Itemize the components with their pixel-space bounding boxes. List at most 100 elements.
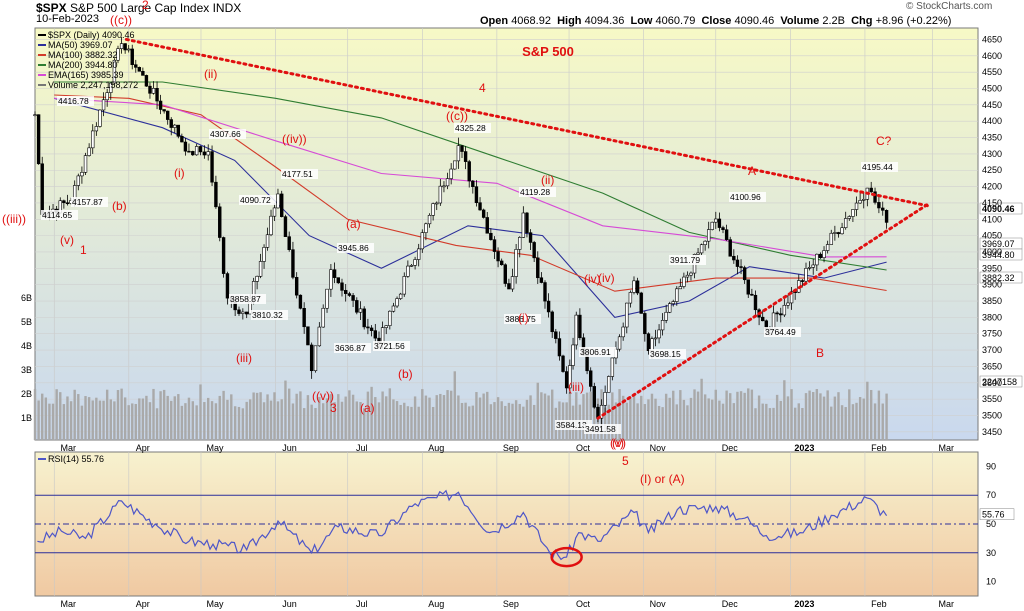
candle-body (621, 326, 625, 338)
volume-bar (540, 392, 543, 440)
rsi-y-tick-label: 30 (986, 548, 996, 558)
x-tick-label: Aug (428, 443, 444, 453)
candle-body (373, 330, 378, 339)
candle-body (811, 264, 815, 268)
data-label: 3945.86 (338, 243, 369, 253)
data-label-bg (337, 243, 374, 253)
volume-bar (41, 393, 44, 440)
candle-body (564, 371, 569, 389)
volume-bar (366, 391, 370, 440)
volume-bar (55, 389, 58, 440)
volume-bar (522, 406, 525, 440)
volume-bar (869, 389, 873, 440)
candle-body (395, 298, 399, 307)
volume-bar (457, 395, 460, 440)
candle-body (696, 252, 700, 255)
candle-body (485, 217, 489, 234)
candle-body (699, 244, 704, 254)
candle-body (643, 313, 647, 335)
rsi-x-tick-label: Dec (722, 599, 739, 609)
candle-body (294, 277, 299, 296)
volume-bar (621, 395, 625, 440)
y-tick-label: 3550 (982, 394, 1002, 404)
volume-bar (575, 392, 578, 440)
rsi-value-label: 55.76 (982, 510, 1005, 520)
trendline (124, 37, 932, 208)
wave-label: 2 (142, 0, 149, 12)
volume-bar (855, 402, 858, 440)
volume-bar (442, 395, 446, 440)
volume-bar (840, 405, 844, 440)
volume-bar (262, 402, 266, 440)
volume-bar (152, 388, 155, 440)
x-tick-label: Mar (60, 443, 76, 453)
rsi-x-tick-label: Nov (650, 599, 667, 609)
candle-body (87, 147, 91, 156)
volume-bar (747, 388, 750, 440)
candle-body (206, 151, 210, 156)
volume-tick-label: 5B (21, 317, 32, 327)
wave-label: (ii) (541, 173, 554, 187)
volume-bar (489, 404, 493, 440)
candle-body (539, 277, 544, 283)
volume-bar (351, 394, 355, 440)
volume-bar (344, 396, 347, 440)
candle-body (283, 216, 288, 237)
candle-body (546, 300, 551, 313)
y-tick-label: 4000 (982, 247, 1002, 257)
volume-bar (475, 392, 478, 440)
candle-body (779, 313, 783, 316)
chart-header-symbol: $SPX S&P 500 Large Cap Index INDX (36, 1, 242, 15)
volume-bar (252, 392, 255, 440)
y-tick-label: 4600 (982, 51, 1002, 61)
axis-value-box (979, 202, 1023, 215)
volume-bar (529, 395, 532, 440)
volume-bar (862, 398, 865, 440)
candle-body (162, 109, 166, 112)
data-label-bg (209, 129, 246, 139)
candle-body (202, 151, 207, 156)
data-label: 3911.79 (670, 255, 700, 265)
candle-body (800, 280, 805, 282)
candle-body (76, 175, 81, 186)
candle-body (782, 304, 787, 316)
data-label-bg (454, 123, 491, 133)
candle-body (309, 344, 314, 372)
volume-bar (109, 399, 112, 440)
wave-label: 3 (330, 401, 337, 415)
candle-body (262, 247, 266, 262)
y-tick-label: 3700 (982, 345, 1002, 355)
candle-body (625, 302, 629, 328)
candle-body (639, 292, 643, 314)
volume-bar (395, 401, 399, 440)
data-label-bg (729, 192, 766, 202)
volume-bar (134, 403, 137, 440)
candle-body (478, 202, 482, 211)
data-label: 3806.91 (580, 347, 611, 357)
candle-body (815, 253, 819, 266)
volume-bar (672, 390, 675, 440)
volume-bar (417, 406, 420, 440)
volume-bar (195, 405, 198, 440)
wave-label: C? (876, 134, 892, 148)
volume-bar (207, 397, 210, 440)
candle-body (155, 88, 159, 102)
volume-bar (797, 403, 800, 440)
x-tick-label: May (206, 443, 224, 453)
volume-bar (428, 397, 431, 440)
volume-bar (768, 408, 772, 440)
chart-header-date: 10-Feb-2023 (36, 13, 99, 25)
candle-body (258, 261, 263, 277)
volume-bar (291, 403, 295, 440)
candle-body (833, 232, 837, 234)
candle-body (287, 236, 291, 250)
candle-body (427, 215, 432, 225)
volume-bar (511, 403, 514, 440)
data-label-bg (281, 169, 318, 179)
wave-label: (b) (398, 367, 413, 381)
volume-bar (657, 405, 661, 440)
candle-body (336, 277, 340, 284)
wave-label: 1 (80, 243, 87, 257)
volume-bar (514, 400, 518, 440)
candle-body (33, 114, 37, 116)
